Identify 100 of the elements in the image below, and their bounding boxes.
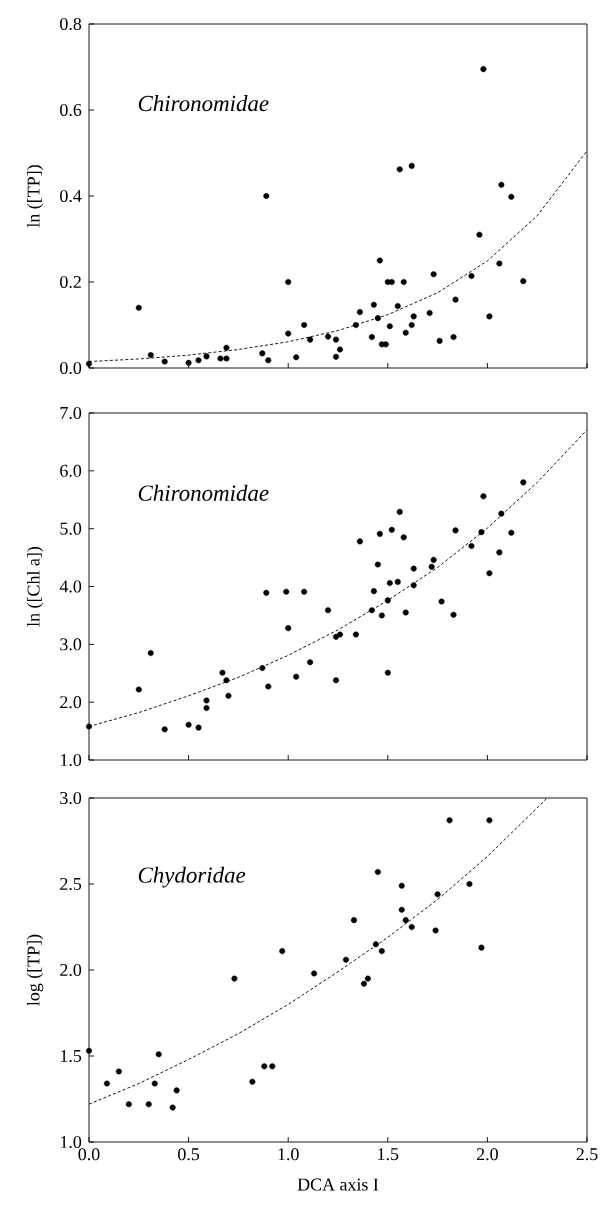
point <box>520 479 527 486</box>
y-tick-label: 0.0 <box>60 361 82 375</box>
point <box>293 673 300 680</box>
point <box>307 336 314 343</box>
point <box>203 704 210 711</box>
point <box>356 538 363 545</box>
y-tick-label: 1.5 <box>60 1049 82 1063</box>
x-tick-label: 2.0 <box>476 1148 498 1161</box>
point <box>374 561 381 568</box>
point <box>466 881 473 888</box>
point <box>508 529 515 536</box>
point <box>147 352 154 359</box>
point <box>285 279 292 285</box>
point <box>151 1080 158 1087</box>
point <box>301 322 308 328</box>
point <box>356 309 363 316</box>
point <box>486 570 493 577</box>
point <box>436 337 443 344</box>
point <box>394 303 401 310</box>
y-tick-label: 2.0 <box>60 963 82 977</box>
point <box>311 970 318 977</box>
point <box>203 697 210 704</box>
point <box>384 669 391 676</box>
point <box>155 1051 162 1058</box>
point <box>360 980 367 987</box>
point <box>231 975 238 982</box>
point <box>103 1080 110 1087</box>
y-tick-label: 3.0 <box>60 638 82 651</box>
point <box>396 166 403 173</box>
point <box>147 650 154 657</box>
point <box>430 556 437 563</box>
point <box>185 721 192 728</box>
point <box>283 588 290 595</box>
y-axis-title: ln ([TP]) <box>26 165 44 228</box>
point <box>410 582 417 589</box>
point <box>408 322 415 328</box>
point <box>386 323 393 330</box>
point <box>478 944 485 951</box>
y-tick-label: 3.0 <box>60 791 82 805</box>
point <box>498 181 505 188</box>
annotation: Chironomidae <box>138 484 269 501</box>
y-tick-label: 0.8 <box>60 17 82 31</box>
point <box>352 631 359 638</box>
point <box>396 508 403 515</box>
point <box>265 683 272 690</box>
point <box>480 493 487 500</box>
y-tick-label: 0.6 <box>60 103 82 117</box>
point <box>86 723 92 730</box>
point <box>402 609 409 616</box>
y-tick-label: 7.0 <box>60 406 82 420</box>
point <box>269 1063 276 1070</box>
point <box>115 1068 122 1075</box>
y-axis-title: log ([TP]) <box>26 934 44 1006</box>
point <box>400 534 407 541</box>
y-tick-label: 4.0 <box>59 580 82 593</box>
point <box>259 350 266 357</box>
point <box>430 271 437 278</box>
point <box>223 355 230 362</box>
point <box>125 1101 132 1108</box>
point <box>374 868 381 875</box>
point <box>352 322 359 328</box>
point <box>402 329 409 336</box>
point <box>337 346 343 353</box>
point <box>376 257 383 264</box>
point <box>333 677 340 684</box>
point <box>480 66 487 73</box>
point <box>496 260 503 267</box>
point <box>350 917 357 924</box>
point <box>370 301 377 308</box>
y-tick-label: 0.4 <box>60 189 82 203</box>
y-axis-title: ln ([Chl a]) <box>26 546 44 627</box>
point <box>301 588 308 595</box>
y-tick-label: 0.2 <box>60 275 81 289</box>
point <box>450 611 457 618</box>
y-tick-label: 1.0 <box>60 1135 82 1149</box>
point <box>520 278 527 285</box>
point <box>478 529 485 536</box>
point <box>307 659 314 666</box>
point <box>372 941 379 948</box>
point <box>161 726 168 733</box>
point <box>398 906 405 913</box>
point <box>249 1078 256 1085</box>
x-tick-label: 2.5 <box>576 1148 598 1161</box>
point <box>468 272 475 279</box>
point <box>279 948 286 955</box>
point <box>293 354 300 361</box>
point <box>173 1087 180 1094</box>
point <box>325 333 332 340</box>
point <box>169 1104 176 1111</box>
y-tick-label: 1.0 <box>60 753 82 767</box>
point <box>384 597 391 604</box>
point <box>195 724 202 731</box>
y-tick-label: 2.5 <box>60 877 82 891</box>
point <box>386 580 393 587</box>
point <box>285 625 292 632</box>
point <box>426 309 433 316</box>
point <box>486 817 493 824</box>
annotation: Chydoridae <box>138 866 246 888</box>
x-tick-label: 0.5 <box>178 1148 200 1161</box>
point <box>161 358 168 365</box>
